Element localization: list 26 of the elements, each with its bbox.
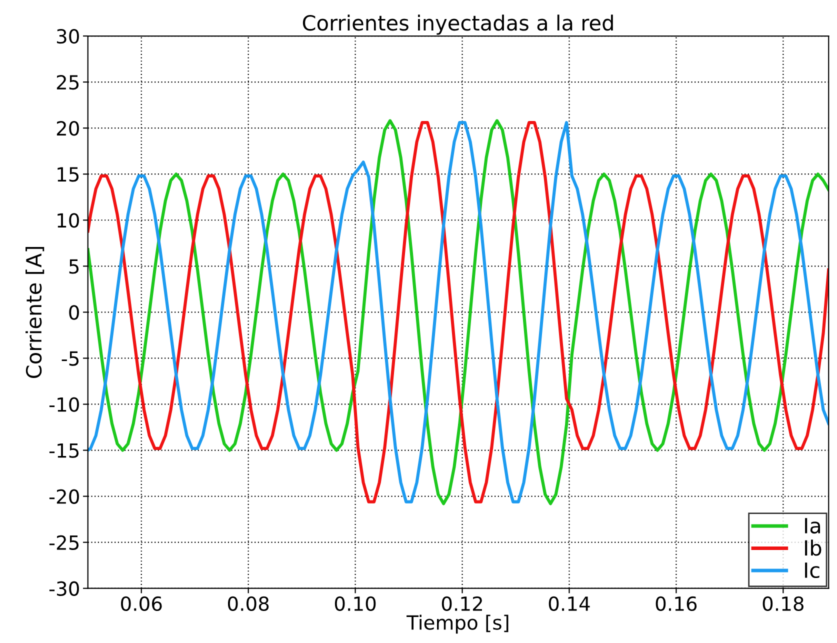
y-tick-label: 25 (56, 74, 79, 90)
legend-label: Ia (805, 518, 820, 534)
y-tick-label: -20 (49, 489, 79, 504)
y-tick-label: 0 (69, 305, 79, 320)
legend-label: Ic (805, 562, 820, 578)
x-tick-label: 0.08 (228, 596, 269, 612)
y-tick-label: 15 (58, 167, 79, 182)
y-tick-label: 10 (58, 213, 79, 228)
x-tick-label: 0.06 (121, 596, 162, 612)
y-tick-label: -10 (49, 397, 79, 412)
x-tick-label: 0.14 (548, 596, 590, 612)
y-axis-title: Corriente [A] (26, 246, 44, 378)
y-tick-label: 30 (56, 28, 79, 44)
y-tick-label: 20 (56, 121, 79, 136)
x-axis-title: Tiempo [s] (406, 614, 508, 634)
y-tick-label: -5 (62, 351, 79, 366)
legend-label: Ib (805, 540, 822, 556)
y-tick-label: 5 (69, 259, 79, 274)
y-tick-label: -25 (49, 535, 79, 550)
x-tick-label: 0.16 (656, 596, 697, 612)
x-tick-label: 0.10 (334, 596, 376, 612)
x-tick-label: 0.18 (762, 596, 804, 612)
chart-title: Corrientes inyectadas a la red (302, 14, 613, 35)
x-tick-label: 0.12 (442, 596, 482, 612)
y-tick-label: -15 (49, 443, 79, 458)
y-tick-label: -30 (49, 581, 79, 596)
